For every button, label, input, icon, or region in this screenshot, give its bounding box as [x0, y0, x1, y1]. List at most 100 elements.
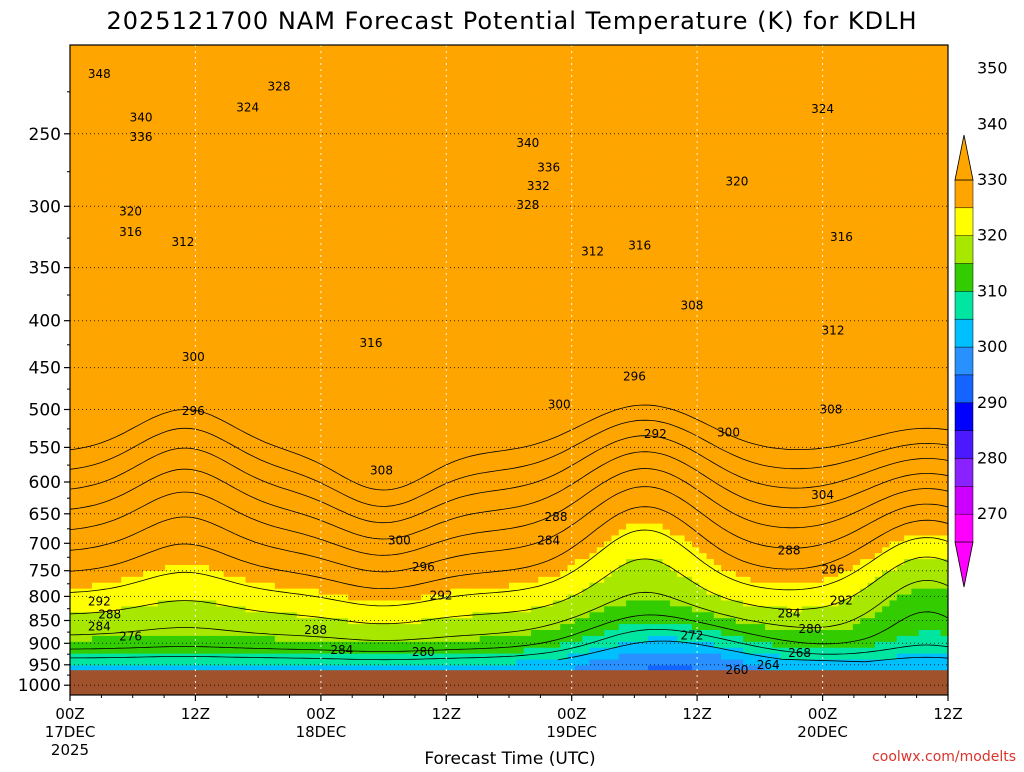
field-cell: [362, 458, 371, 466]
field-cell: [304, 647, 313, 655]
field-cell: [274, 198, 283, 206]
field-cell: [282, 328, 291, 336]
field-cell: [391, 576, 400, 584]
field-cell: [99, 115, 108, 123]
field-cell: [135, 470, 144, 477]
field-cell: [70, 192, 78, 200]
field-cell: [252, 163, 261, 170]
field-cell: [238, 157, 247, 164]
field-cell: [274, 98, 283, 105]
field-cell: [384, 423, 393, 430]
field-cell: [216, 635, 225, 643]
field-cell: [311, 582, 320, 590]
field-cell: [355, 346, 364, 353]
field-cell: [84, 565, 93, 572]
field-cell: [362, 74, 371, 82]
field-cell: [77, 180, 86, 188]
field-cell: [326, 110, 334, 117]
field-cell: [311, 228, 320, 235]
field-cell: [318, 334, 327, 342]
field-cell: [304, 110, 313, 117]
field-cell: [150, 293, 159, 300]
field-cell: [260, 175, 269, 182]
field-cell: [172, 440, 181, 448]
field-cell: [77, 423, 86, 430]
field-cell: [348, 553, 356, 560]
field-cell: [113, 281, 122, 288]
field-cell: [238, 505, 247, 513]
field-cell: [304, 553, 313, 560]
field-cell: [340, 500, 349, 507]
field-cell: [128, 346, 137, 353]
field-cell: [391, 505, 400, 513]
field-cell: [369, 299, 378, 306]
field-cell: [143, 293, 152, 300]
field-cell: [187, 600, 195, 607]
field-cell: [282, 322, 291, 330]
field-cell: [311, 322, 320, 330]
field-cell: [318, 606, 327, 613]
field-cell: [165, 635, 174, 643]
field-cell: [355, 299, 364, 306]
field-cell: [333, 405, 342, 412]
field-cell: [348, 600, 356, 607]
field-cell: [187, 529, 195, 537]
field-cell: [384, 553, 393, 560]
field-cell: [230, 56, 239, 64]
field-cell: [209, 68, 217, 76]
field-cell: [106, 635, 115, 643]
field-cell: [157, 198, 166, 206]
field-cell: [143, 476, 152, 483]
field-cell: [84, 56, 93, 64]
field-cell: [289, 440, 298, 448]
field-cell: [348, 216, 356, 223]
field-cell: [187, 210, 195, 217]
field-cell: [128, 281, 137, 288]
field-cell: [70, 594, 78, 602]
field-cell: [113, 198, 122, 206]
field-cell: [157, 86, 166, 93]
field-cell: [296, 62, 305, 70]
field-cell: [274, 163, 283, 170]
field-cell: [304, 476, 313, 483]
field-cell: [355, 582, 364, 590]
field-cell: [326, 115, 334, 123]
field-cell: [143, 121, 152, 129]
field-cell: [121, 281, 130, 288]
field-cell: [172, 381, 181, 389]
field-cell: [201, 588, 210, 596]
field-cell: [282, 541, 291, 548]
field-cell: [91, 458, 100, 466]
field-cell: [311, 257, 320, 265]
field-cell: [260, 641, 269, 649]
field-cell: [238, 529, 247, 537]
field-cell: [304, 612, 313, 619]
field-cell: [289, 334, 298, 342]
field-cell: [209, 612, 217, 619]
field-cell: [384, 600, 393, 607]
field-cell: [143, 482, 152, 489]
field-cell: [143, 50, 152, 58]
field-cell: [318, 511, 327, 519]
field-cell: [157, 328, 166, 336]
field-cell: [289, 535, 298, 542]
field-cell: [135, 488, 144, 495]
field-cell: [113, 429, 122, 436]
field-cell: [150, 216, 159, 223]
field-cell: [304, 588, 313, 596]
field-cell: [274, 417, 283, 424]
field-cell: [289, 240, 298, 247]
field-cell: [165, 210, 174, 217]
field-cell: [165, 245, 174, 253]
field-cell: [333, 281, 342, 288]
field-cell: [223, 500, 232, 507]
field-cell: [128, 476, 137, 483]
field-cell: [157, 381, 166, 389]
field-cell: [267, 494, 276, 501]
field-cell: [252, 316, 261, 324]
field-cell: [318, 405, 327, 412]
field-cell: [230, 245, 239, 253]
field-cell: [238, 110, 247, 117]
field-cell: [399, 180, 408, 188]
field-cell: [362, 630, 371, 637]
